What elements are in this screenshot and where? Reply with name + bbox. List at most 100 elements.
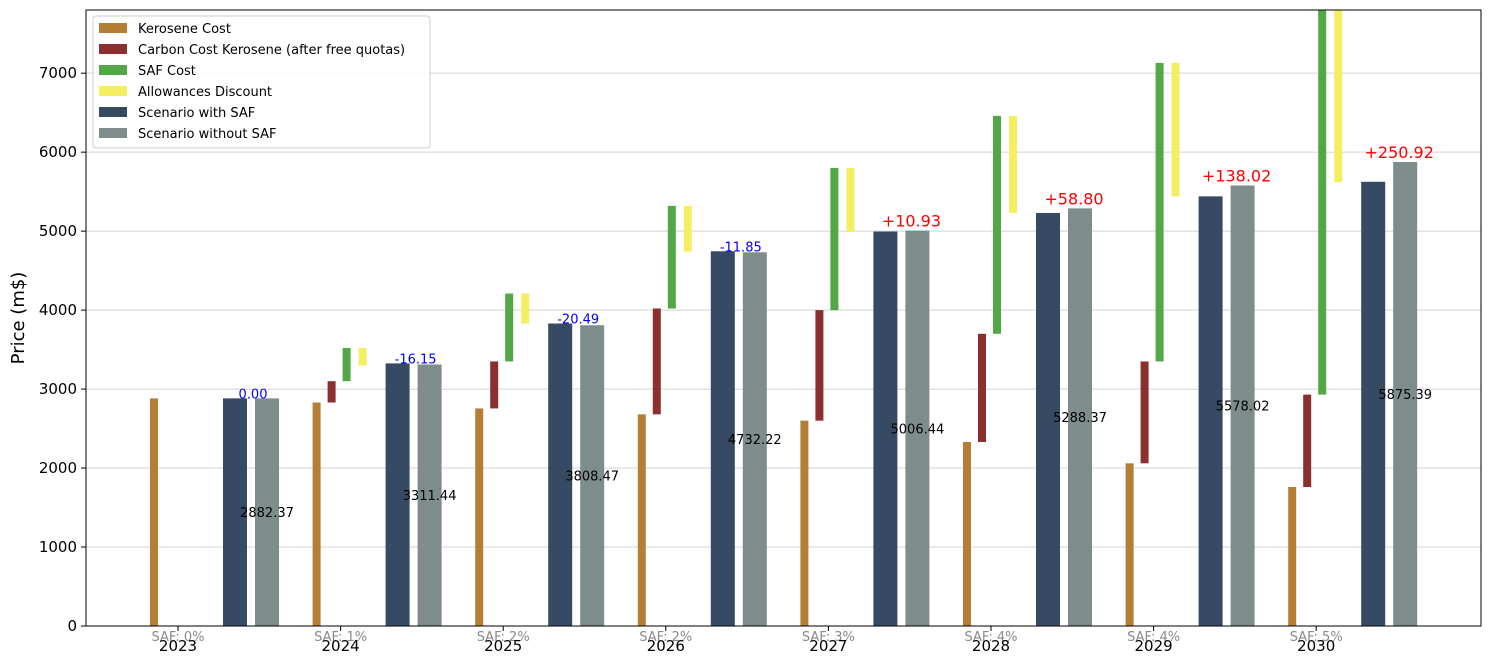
allowances-discount-bar xyxy=(521,293,530,324)
difference-label: -20.49 xyxy=(557,313,599,328)
legend-swatch-without_saf xyxy=(99,128,127,138)
saf-cost-bar xyxy=(993,115,1001,334)
allowances-discount-bar xyxy=(1009,115,1017,213)
difference-label: +58.80 xyxy=(1044,189,1103,208)
scenario-without-saf-bar xyxy=(580,325,605,626)
scenario-without-saf-value-label: 2882.37 xyxy=(240,506,294,521)
scenario-with-saf-bar xyxy=(1036,212,1060,626)
legend-label-kerosene: Kerosene Cost xyxy=(138,22,231,37)
legend-label-allowances: Allowances Discount xyxy=(138,85,272,100)
saf-cost-bar xyxy=(505,293,514,362)
saf-share-label: SAF: 2% xyxy=(477,630,530,645)
x-tick-label: 2024 xyxy=(322,637,360,655)
scenario-without-saf-value-label: 3311.44 xyxy=(403,489,457,504)
y-tick-label: 1000 xyxy=(39,538,77,556)
legend: Kerosene Cost Carbon Cost Kerosene (after… xyxy=(92,15,431,149)
legend-swatch-saf xyxy=(99,65,127,75)
legend-label-saf: SAF Cost xyxy=(138,64,196,79)
saf-share-label: SAF: 4% xyxy=(965,630,1018,645)
y-tick-label: 4000 xyxy=(39,301,77,319)
saf-share-label: SAF: 2% xyxy=(639,630,692,645)
y-axis: 0 1000 2000 3000 4000 5000 6000 7000 xyxy=(39,64,86,635)
scenario-without-saf-bar xyxy=(1393,161,1418,626)
scenario-with-saf-bar xyxy=(710,251,735,626)
x-axis: SAF: 0%2023 SAF: 1%2024 SAF: 2%2025 SAF: 2%… xyxy=(152,626,1343,655)
allowances-discount-bar xyxy=(683,205,692,252)
kerosene-bar xyxy=(963,441,971,626)
bars xyxy=(150,10,1418,627)
scenario-without-saf-bar xyxy=(1068,208,1092,626)
carbon-cost-bar xyxy=(490,361,499,409)
data-labels: 2882.37 0.00 3311.44 -16.15 3808.47 -20.49 473… xyxy=(239,143,1434,521)
scenario-with-saf-bar xyxy=(873,231,898,626)
legend-label-with_saf: Scenario with SAF xyxy=(138,106,255,121)
x-tick-label: 2029 xyxy=(1135,637,1173,655)
allowances-discount-bar xyxy=(1171,62,1180,197)
kerosene-bar xyxy=(150,398,158,626)
saf-cost-bar xyxy=(667,205,676,309)
scenario-without-saf-bar xyxy=(1230,185,1255,627)
difference-label: +250.92 xyxy=(1365,143,1434,162)
legend-swatch-kerosene xyxy=(99,23,127,33)
kerosene-bar xyxy=(1288,487,1297,626)
allowances-discount-bar xyxy=(846,167,855,232)
kerosene-bar xyxy=(475,408,484,626)
kerosene-bar xyxy=(312,402,321,626)
y-tick-label: 7000 xyxy=(39,64,77,82)
scenario-without-saf-value-label: 5578.02 xyxy=(1216,400,1270,415)
x-tick-label: 2028 xyxy=(972,637,1010,655)
y-axis-label: Price (m$) xyxy=(8,272,29,365)
x-tick-label: 2027 xyxy=(809,637,847,655)
carbon-cost-bar xyxy=(652,308,661,415)
difference-label: -16.15 xyxy=(395,352,437,367)
scenario-without-saf-bar xyxy=(742,252,767,627)
saf-share-label: SAF: 5% xyxy=(1290,630,1343,645)
scenario-with-saf-bar xyxy=(548,323,573,626)
scenario-without-saf-value-label: 5288.37 xyxy=(1053,411,1107,426)
carbon-cost-bar xyxy=(327,381,336,403)
saf-cost-bar xyxy=(1155,62,1164,362)
y-tick-label: 3000 xyxy=(39,380,77,398)
saf-cost-bar xyxy=(342,348,351,382)
scenario-without-saf-bar xyxy=(255,398,279,626)
saf-cost-bar xyxy=(1318,10,1327,395)
carbon-cost-bar xyxy=(1140,361,1149,464)
kerosene-bar xyxy=(1125,463,1134,626)
difference-label: -11.85 xyxy=(720,240,762,255)
legend-label-without_saf: Scenario without SAF xyxy=(138,127,277,142)
scenario-without-saf-value-label: 5875.39 xyxy=(1378,388,1432,403)
kerosene-bar xyxy=(800,420,809,626)
saf-share-label: SAF: 4% xyxy=(1127,630,1180,645)
difference-label: +10.93 xyxy=(882,212,941,231)
scenario-with-saf-bar xyxy=(223,398,247,626)
legend-box xyxy=(92,15,431,149)
y-tick-label: 6000 xyxy=(39,143,77,161)
gridlines xyxy=(86,72,1481,627)
carbon-cost-bar xyxy=(815,310,824,421)
scenario-with-saf-bar xyxy=(1361,181,1386,626)
y-tick-label: 2000 xyxy=(39,459,77,477)
kerosene-bar xyxy=(637,414,646,626)
scenario-without-saf-bar xyxy=(417,364,442,626)
scenario-without-saf-value-label: 3808.47 xyxy=(565,470,619,485)
saf-share-label: SAF: 3% xyxy=(802,630,855,645)
scenario-with-saf-bar xyxy=(385,363,410,626)
scenario-without-saf-value-label: 4732.22 xyxy=(728,433,782,448)
plot-frame xyxy=(85,9,1482,627)
x-tick-label: 2025 xyxy=(484,637,522,655)
legend-label-carbon: Carbon Cost Kerosene (after free quotas) xyxy=(138,43,405,58)
scenario-with-saf-bar xyxy=(1198,196,1223,626)
saf-cost-bar xyxy=(830,167,839,311)
legend-swatch-with_saf xyxy=(99,107,127,117)
difference-label: +138.02 xyxy=(1202,166,1271,185)
legend-swatch-carbon xyxy=(99,44,127,54)
allowances-discount-bar xyxy=(358,348,367,366)
x-tick-label: 2026 xyxy=(647,637,685,655)
x-tick-label: 2023 xyxy=(159,637,197,655)
y-tick-label: 5000 xyxy=(39,222,77,240)
scenario-without-saf-value-label: 5006.44 xyxy=(891,422,945,437)
legend-swatch-allowances xyxy=(99,86,127,96)
saf-share-label: SAF: 1% xyxy=(314,630,367,645)
saf-share-label: SAF: 0% xyxy=(152,630,205,645)
